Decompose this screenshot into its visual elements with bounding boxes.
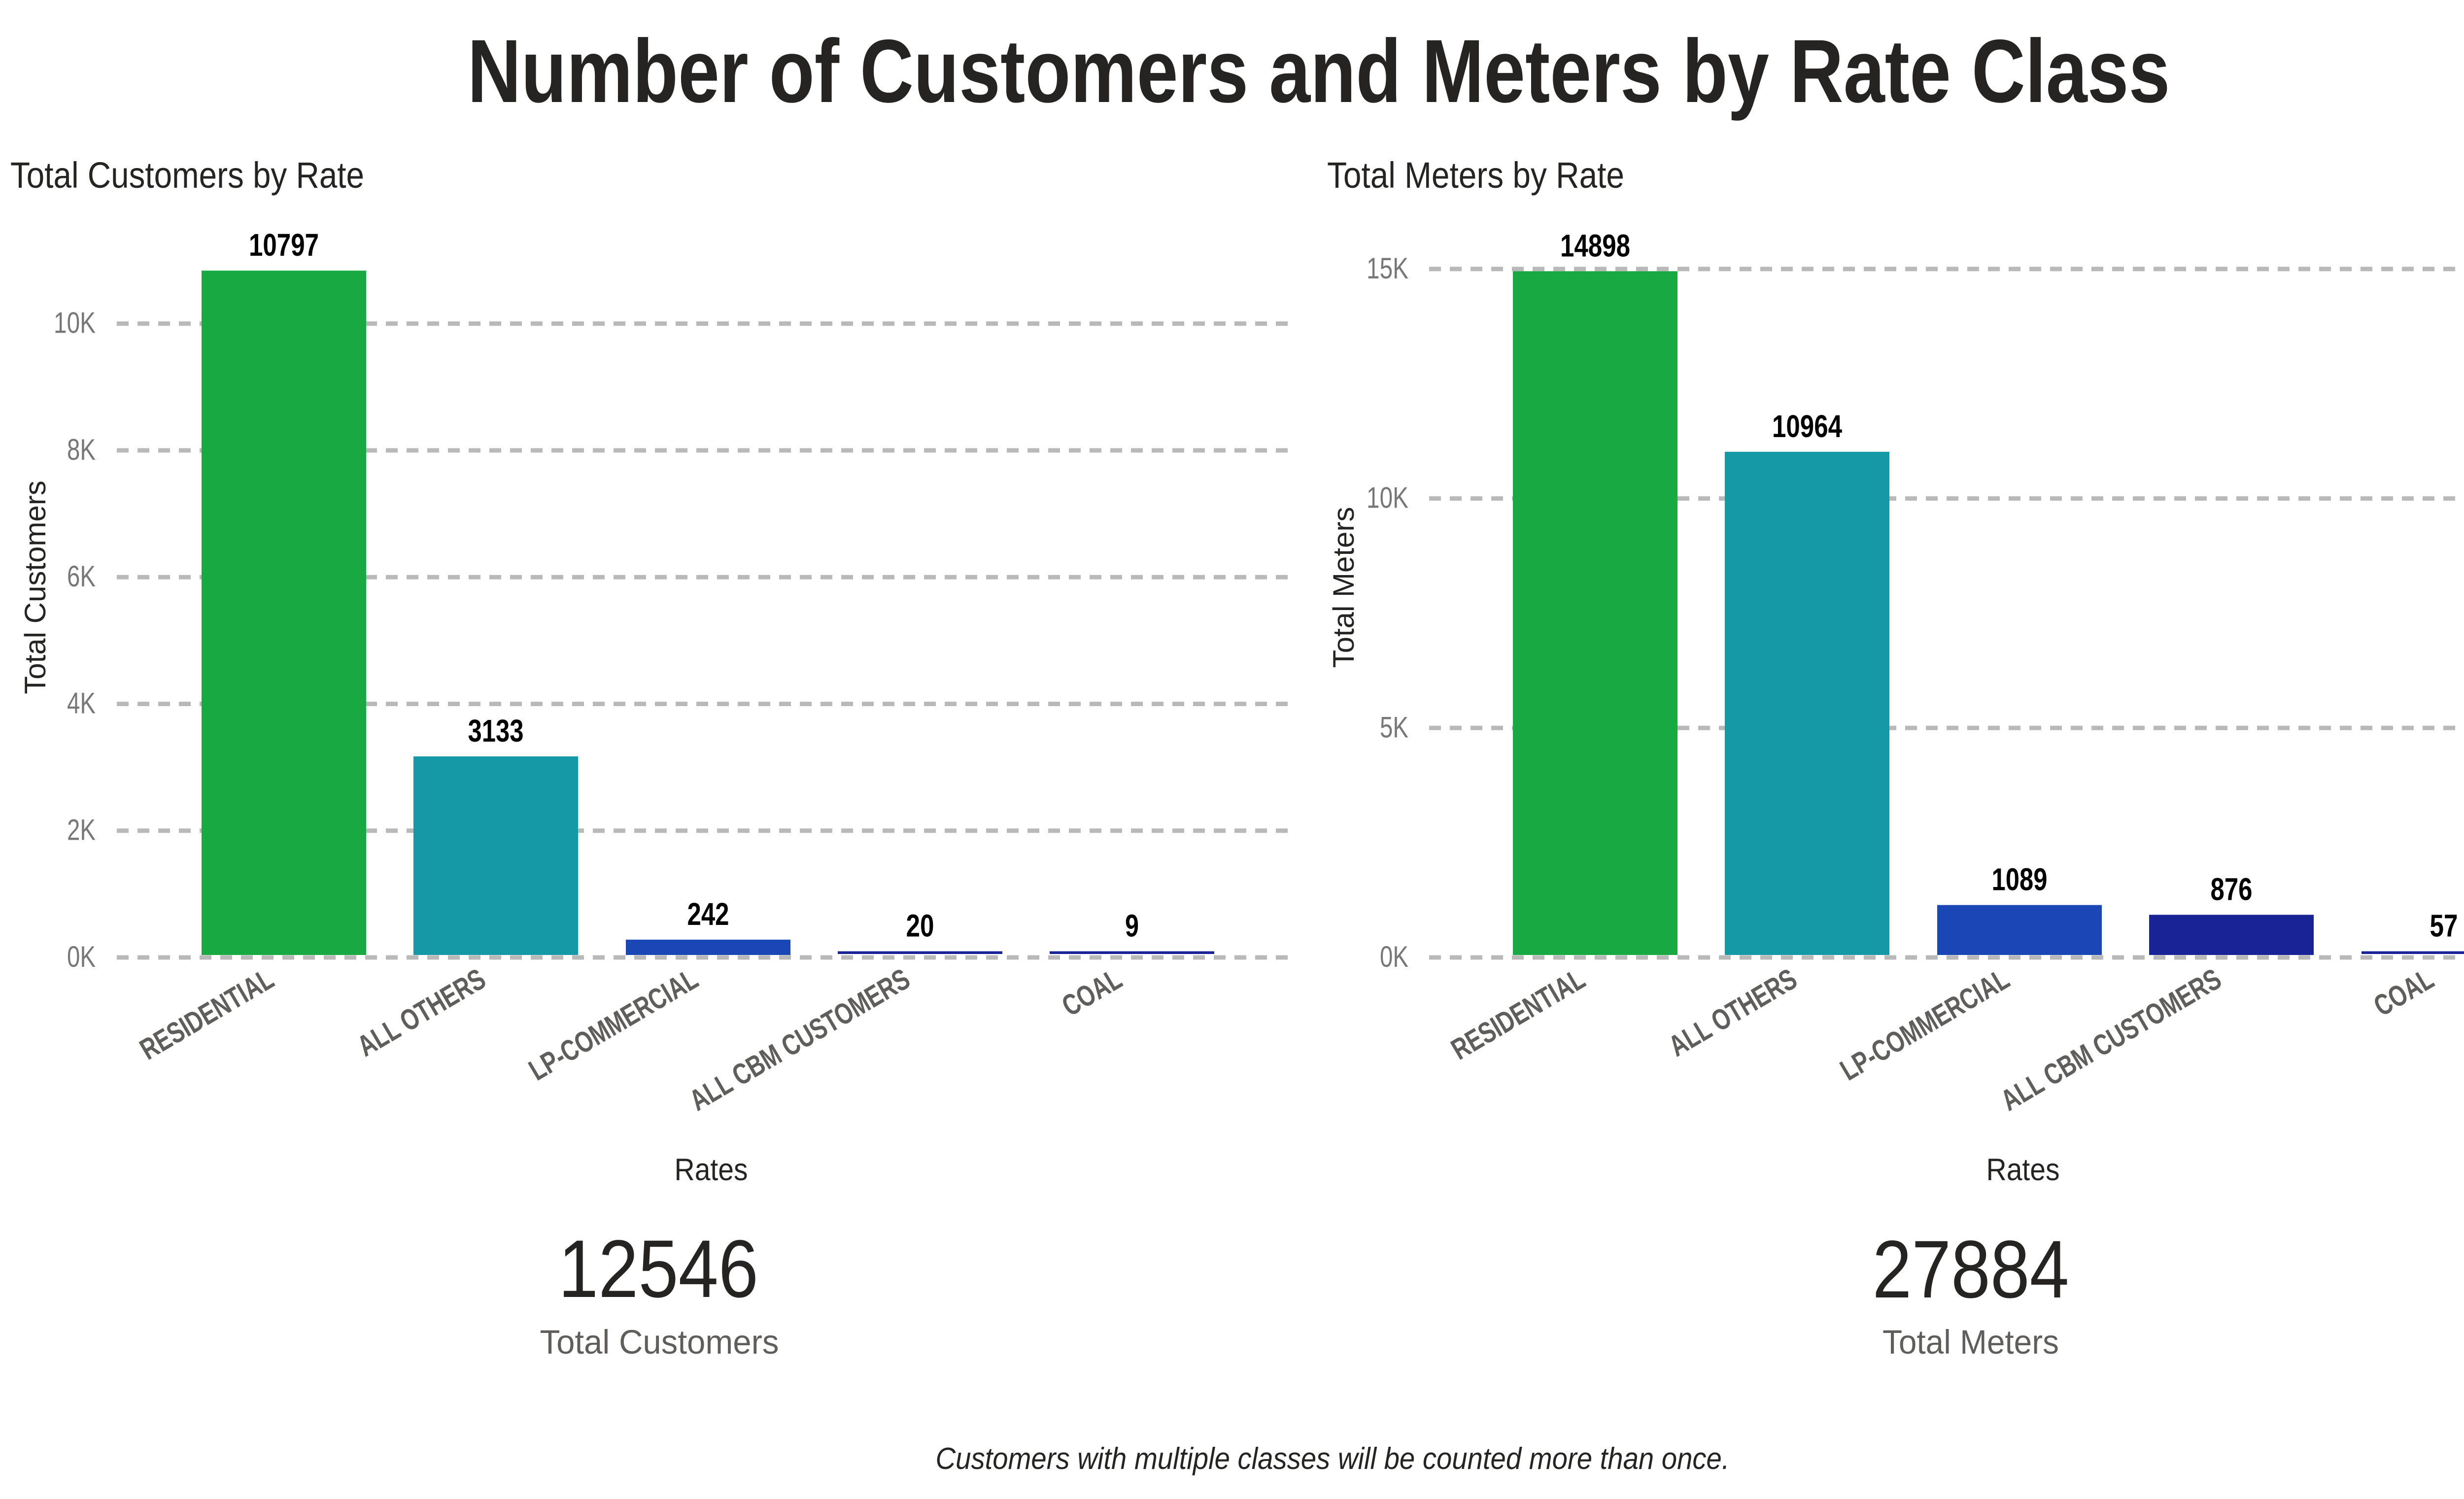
svg-text:10K: 10K <box>1367 481 1408 514</box>
svg-text:0K: 0K <box>1380 940 1408 973</box>
svg-text:10797: 10797 <box>249 227 319 263</box>
svg-text:3133: 3133 <box>468 713 524 749</box>
svg-text:12546: 12546 <box>558 1224 758 1315</box>
svg-text:6K: 6K <box>67 560 96 593</box>
svg-text:Number of Customers and Meters: Number of Customers and Meters by Rate C… <box>468 21 2170 121</box>
svg-text:Total Customers by Rate: Total Customers by Rate <box>10 155 364 196</box>
svg-text:5K: 5K <box>1380 711 1408 744</box>
svg-text:10964: 10964 <box>1772 409 1842 444</box>
svg-text:20: 20 <box>906 908 934 944</box>
svg-text:Rates: Rates <box>1986 1153 2060 1187</box>
svg-text:15K: 15K <box>1367 252 1408 285</box>
svg-text:2K: 2K <box>67 814 96 847</box>
svg-text:0K: 0K <box>67 940 96 973</box>
svg-text:57: 57 <box>2430 908 2458 944</box>
svg-text:Total Customers: Total Customers <box>540 1323 779 1361</box>
svg-text:Total Customers: Total Customers <box>19 480 52 694</box>
svg-text:27884: 27884 <box>1873 1224 2069 1315</box>
svg-text:Customers with multiple classe: Customers with multiple classes will be … <box>936 1442 1730 1476</box>
svg-text:Total Meters: Total Meters <box>1882 1323 2059 1361</box>
svg-text:1089: 1089 <box>1992 862 2048 897</box>
svg-text:242: 242 <box>687 896 729 932</box>
svg-text:Total Meters: Total Meters <box>1327 507 1360 668</box>
svg-text:10K: 10K <box>54 307 96 340</box>
svg-text:9: 9 <box>1125 908 1139 944</box>
svg-text:Total Meters by Rate: Total Meters by Rate <box>1327 155 1624 196</box>
svg-text:876: 876 <box>2211 871 2253 907</box>
svg-text:14898: 14898 <box>1560 228 1630 263</box>
svg-text:4K: 4K <box>67 687 96 720</box>
svg-text:8K: 8K <box>67 433 96 466</box>
svg-text:Rates: Rates <box>675 1153 748 1187</box>
